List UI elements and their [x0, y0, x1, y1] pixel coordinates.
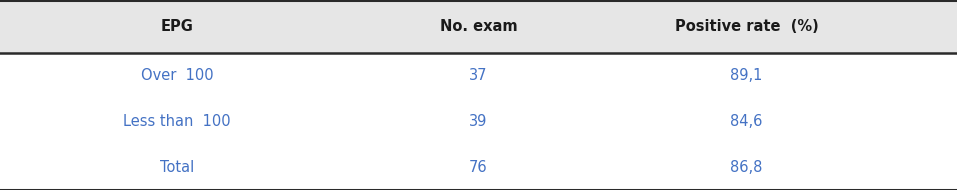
Text: Total: Total: [160, 160, 194, 175]
Bar: [0, 0, 957, 53]
Text: EPG: EPG: [161, 19, 193, 34]
Text: 89,1: 89,1: [730, 69, 763, 83]
Text: 84,6: 84,6: [730, 114, 763, 129]
Text: No. exam: No. exam: [439, 19, 518, 34]
Text: Less than  100: Less than 100: [123, 114, 231, 129]
Text: 86,8: 86,8: [730, 160, 763, 175]
Text: 37: 37: [469, 69, 488, 83]
Text: Over  100: Over 100: [141, 69, 213, 83]
Text: 76: 76: [469, 160, 488, 175]
Text: 39: 39: [469, 114, 488, 129]
Text: Positive rate  (%): Positive rate (%): [675, 19, 818, 34]
